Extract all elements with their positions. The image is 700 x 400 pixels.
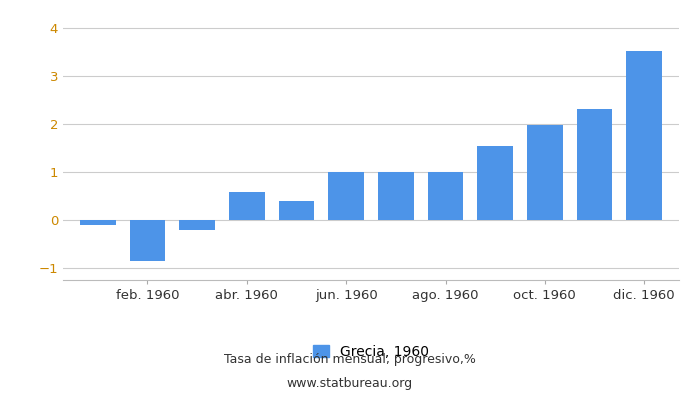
Legend: Grecia, 1960: Grecia, 1960 [313,345,429,359]
Bar [378,172,414,220]
Bar [130,220,165,261]
Bar [80,220,116,225]
Bar [477,146,513,220]
Bar [527,126,563,220]
Bar [626,51,662,220]
Bar [328,172,364,220]
Text: Tasa de inflación mensual, progresivo,%: Tasa de inflación mensual, progresivo,% [224,354,476,366]
Bar [428,172,463,220]
Bar [179,220,215,230]
Bar [229,192,265,220]
Text: www.statbureau.org: www.statbureau.org [287,378,413,390]
Bar [577,109,612,220]
Bar [279,201,314,220]
